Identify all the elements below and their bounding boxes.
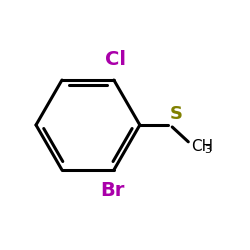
Text: Br: Br: [100, 181, 125, 200]
Text: 3: 3: [204, 145, 212, 155]
Text: CH: CH: [191, 139, 213, 154]
Text: Cl: Cl: [104, 50, 126, 69]
Text: S: S: [170, 105, 183, 123]
